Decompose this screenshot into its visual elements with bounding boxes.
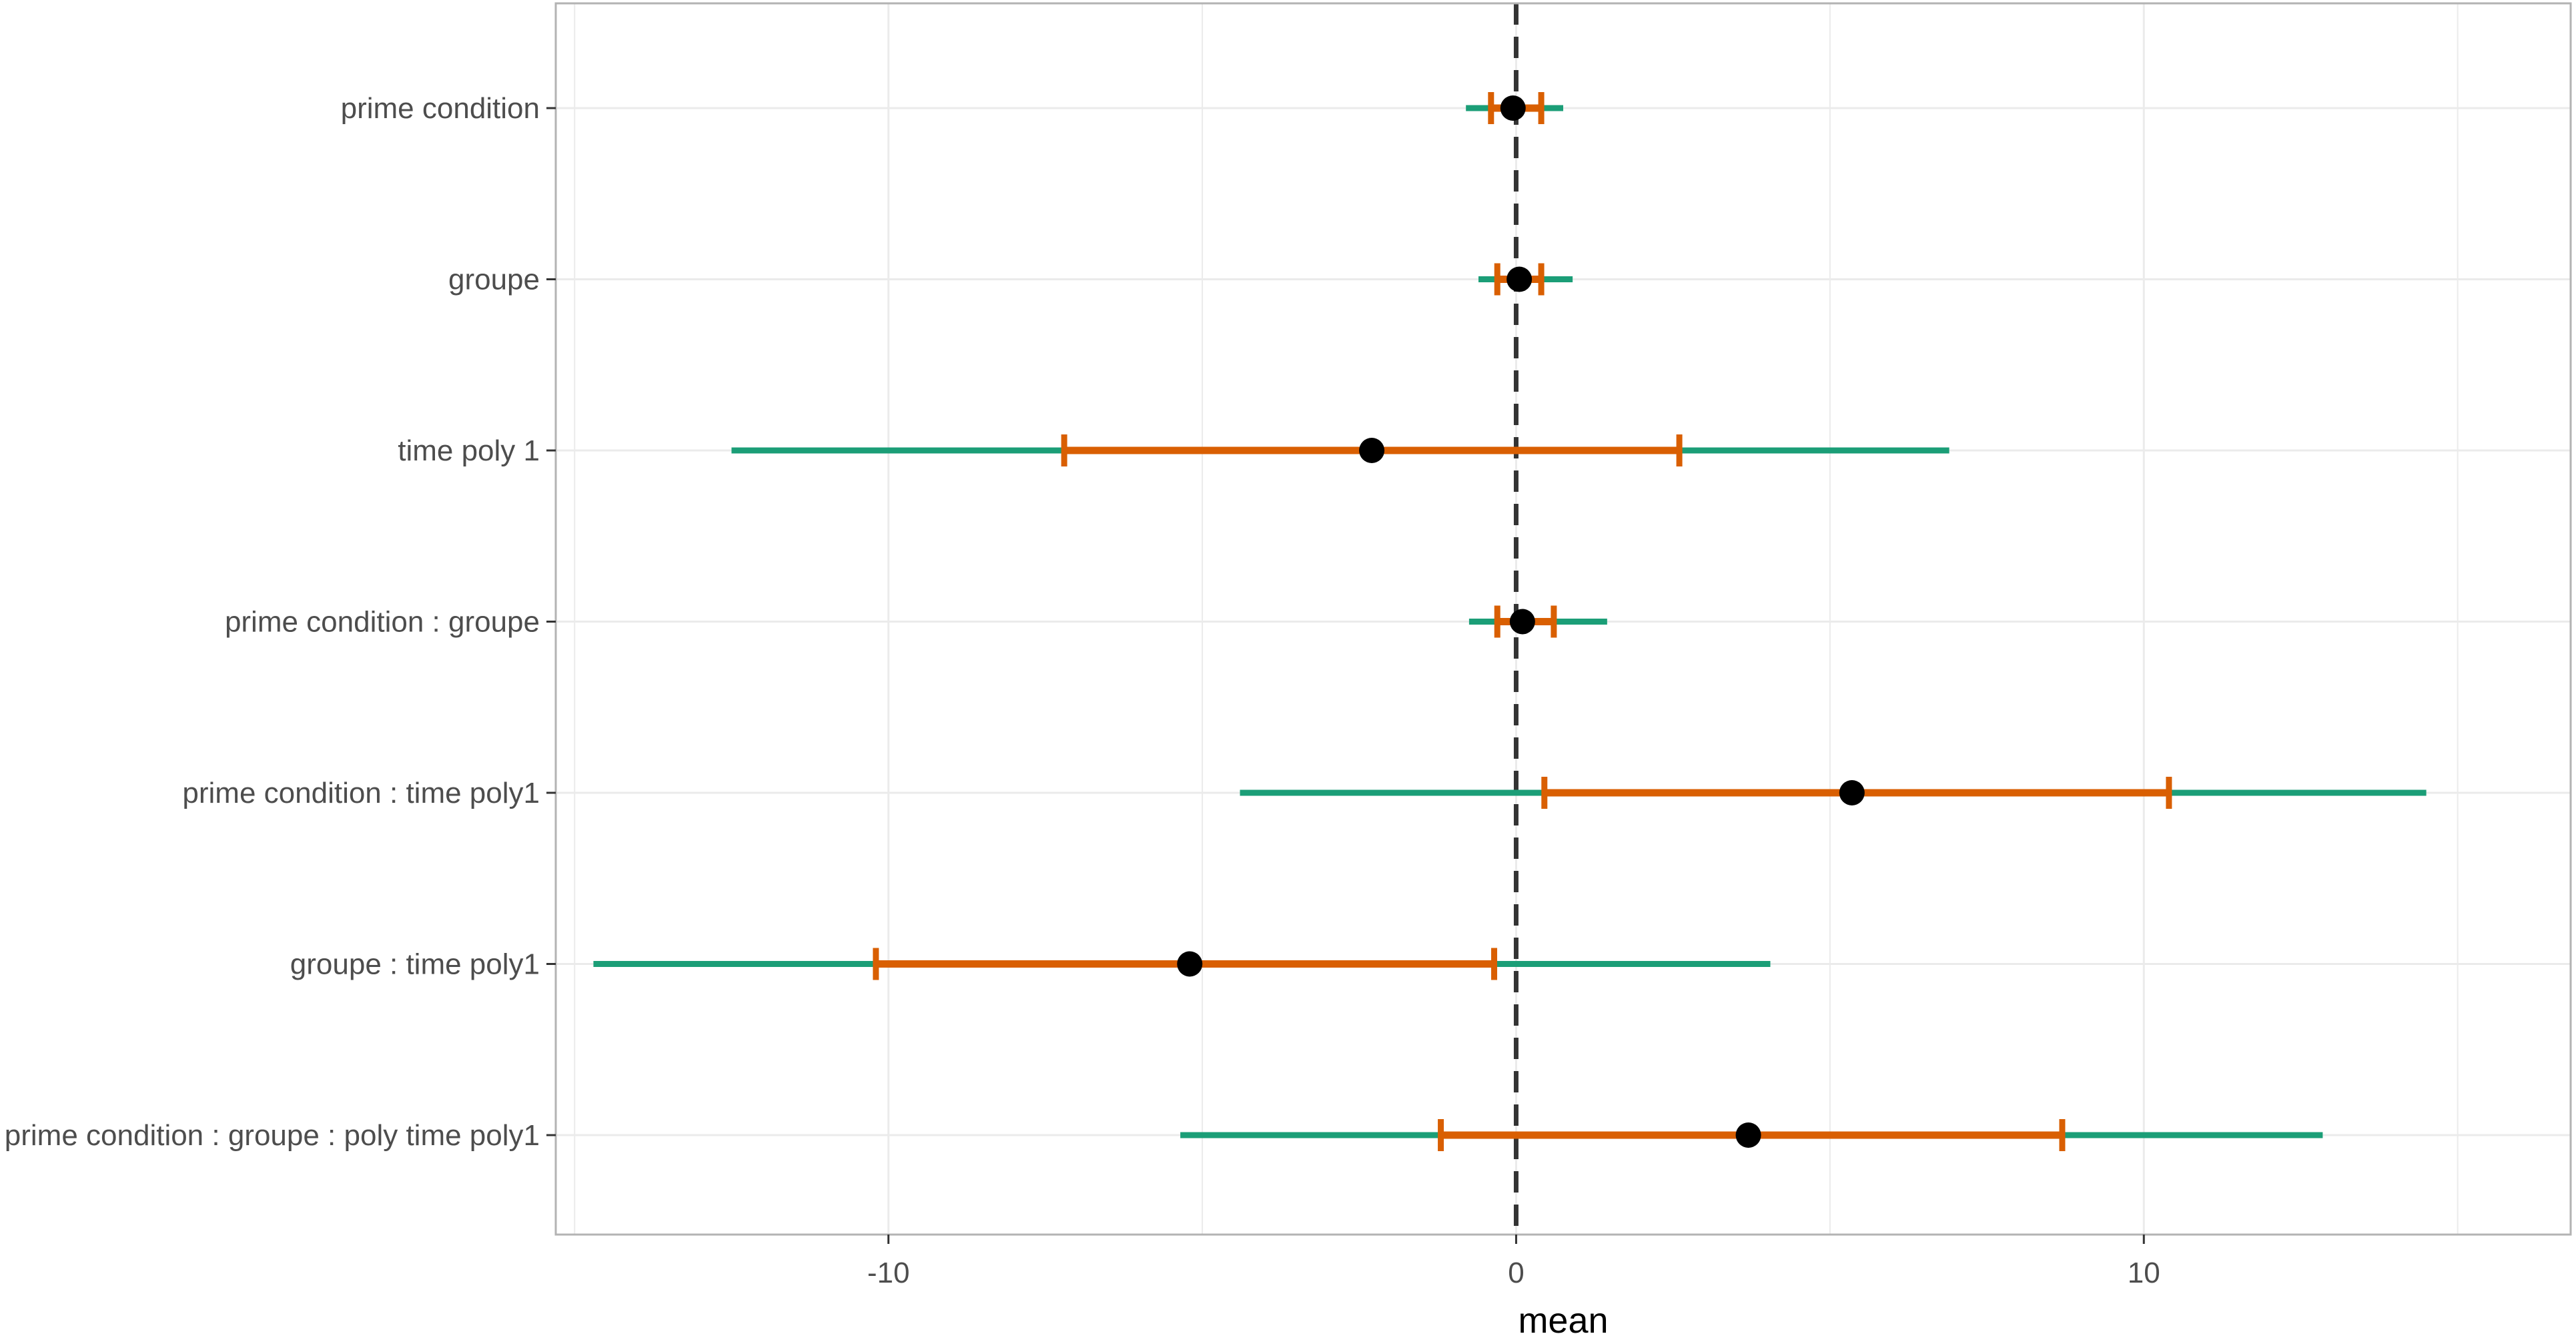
x-tick-label: -10: [867, 1257, 910, 1289]
mean-point: [1509, 609, 1535, 635]
mean-point: [1359, 438, 1385, 463]
mean-point: [1735, 1122, 1761, 1148]
mean-points: [1177, 95, 1865, 1148]
y-tick-label: prime condition : groupe : poly time pol…: [5, 1119, 540, 1152]
x-axis: -10 0 10: [867, 1235, 2160, 1289]
x-tick-label: 0: [1508, 1257, 1524, 1289]
mean-point: [1839, 780, 1865, 805]
panel-border: [554, 2, 2572, 1236]
y-tick-label: time poly 1: [398, 434, 540, 467]
y-tick-label: prime condition: [341, 92, 540, 125]
x-tick-label: 10: [2128, 1257, 2160, 1289]
mean-point: [1177, 951, 1203, 977]
y-tick-label: groupe: [448, 264, 540, 296]
y-tick-label: groupe : time poly1: [290, 948, 540, 981]
y-tick-label: prime condition : groupe: [225, 606, 540, 639]
mean-point: [1500, 95, 1526, 121]
y-axis: prime condition groupe time poly 1 prime co…: [5, 92, 556, 1152]
y-tick-label: prime condition : time poly1: [182, 777, 540, 809]
x-axis-title: mean: [1518, 1301, 1608, 1338]
mean-point: [1507, 266, 1533, 292]
